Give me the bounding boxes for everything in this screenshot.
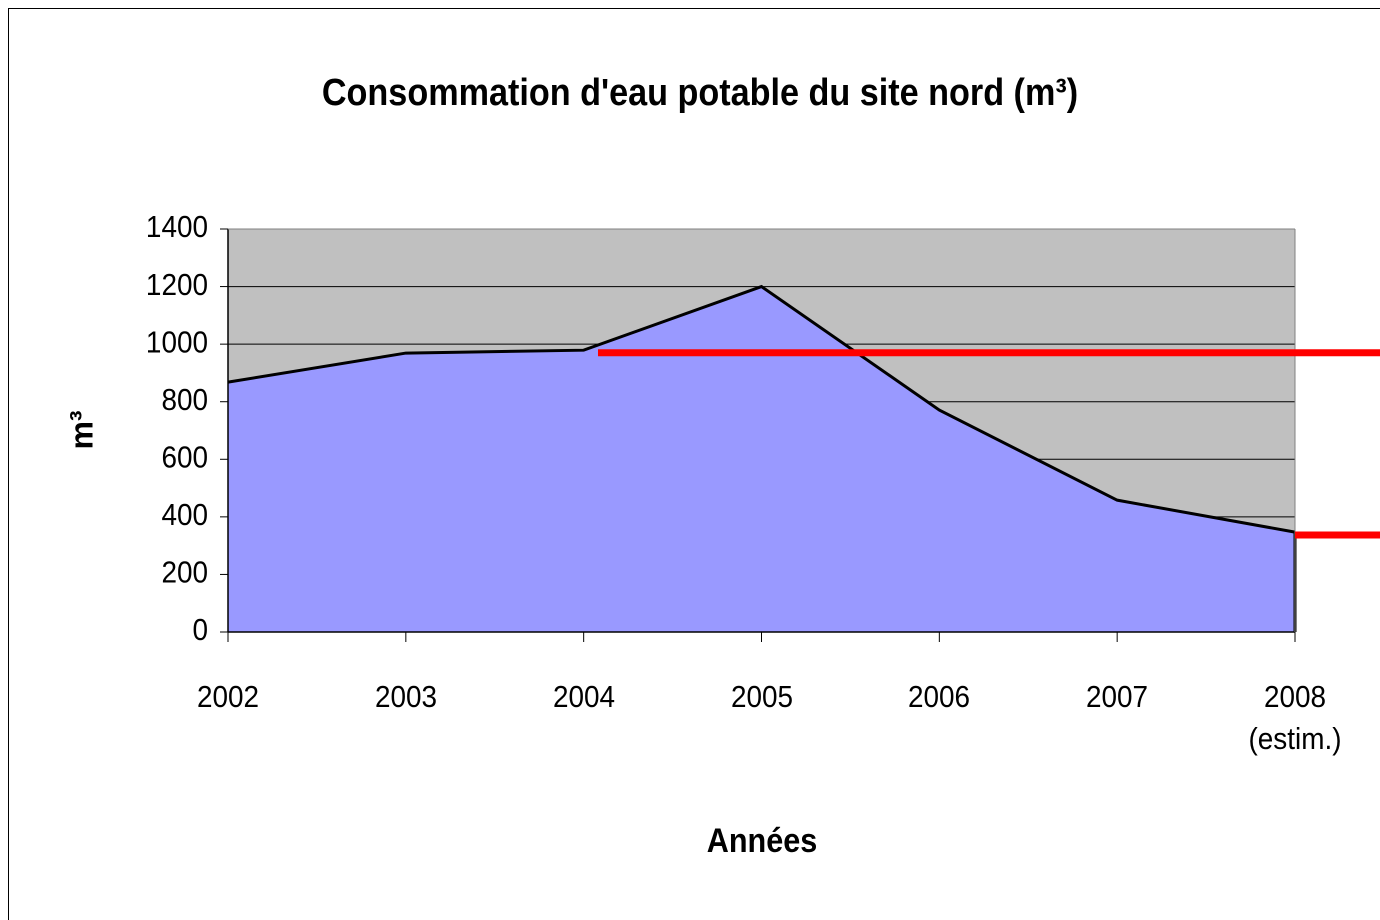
y-axis-label: m³ (63, 410, 99, 449)
y-tick-label: 1400 (146, 210, 208, 245)
area-line (227, 284, 1296, 534)
y-tick-label: 600 (161, 440, 208, 475)
y-tick-label: 1000 (146, 325, 208, 360)
chart-title: Consommation d'eau potable du site nord … (322, 70, 1078, 113)
x-tick-label: 2005 (730, 679, 793, 714)
x-tick-label: 2006 (908, 679, 971, 714)
y-tick-label: 800 (161, 383, 208, 418)
x-axis-label: Années (707, 822, 817, 860)
x-tick-label: 2003 (374, 679, 437, 714)
x-tick-label: 2002 (196, 679, 260, 714)
y-tick-label: 400 (161, 498, 208, 533)
y-tick-label: 1200 (146, 267, 208, 302)
x-tick-label: 2004 (552, 679, 615, 714)
x-tick-label: 2008 (estim.) (1248, 679, 1342, 756)
x-tick-label: 2007 (1086, 679, 1149, 714)
y-tick-label: 200 (161, 555, 208, 590)
area-fill (228, 286, 1295, 632)
y-tick-label: 0 (192, 613, 208, 648)
